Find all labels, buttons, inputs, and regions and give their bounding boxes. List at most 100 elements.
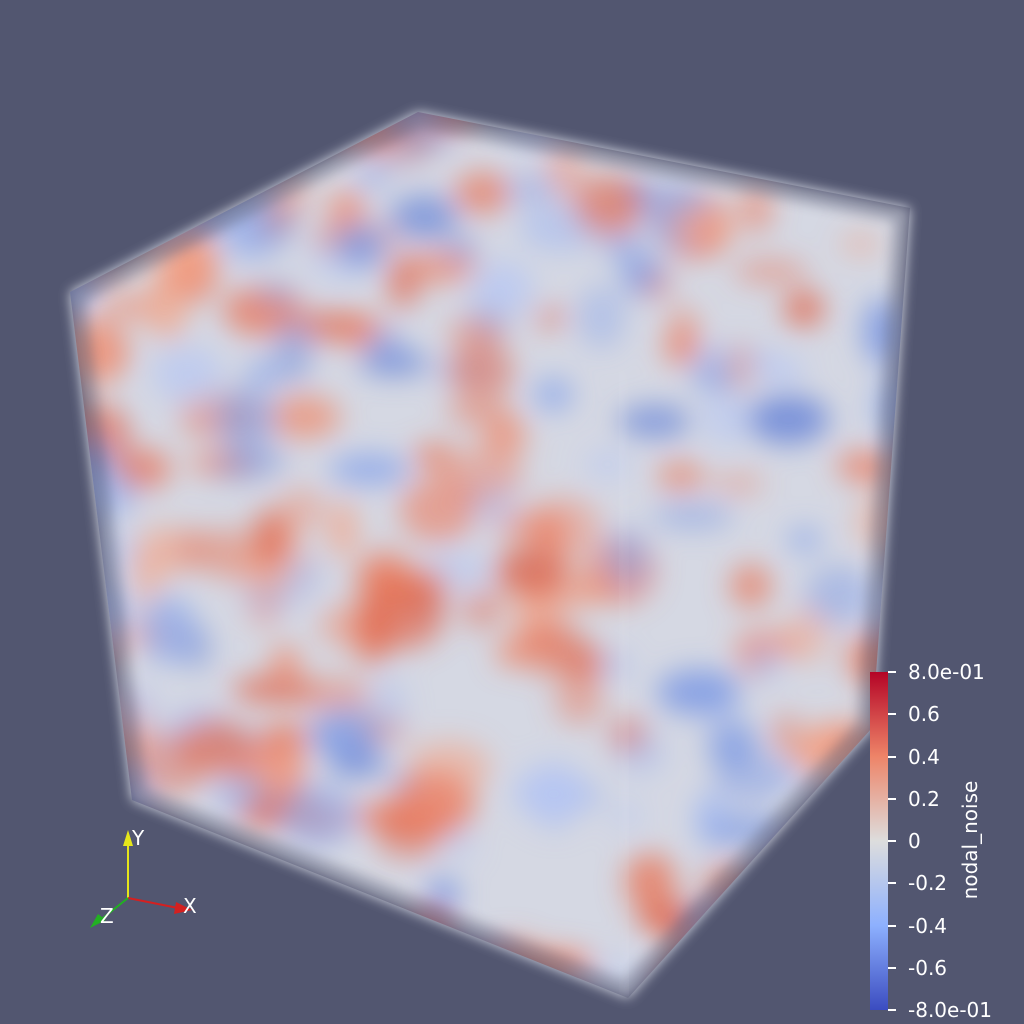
noise-blob — [70, 500, 94, 522]
noise-blob — [179, 970, 232, 998]
noise-blob — [355, 149, 424, 172]
z-axis-label: Z — [100, 904, 114, 928]
noise-blob — [268, 395, 341, 439]
noise-blob — [177, 718, 254, 775]
color-legend: 8.0e-01 0.6 0.4 0.2 0 -0.2 -0.4 -0.6 -8.0e-01 no… — [868, 662, 1024, 1020]
noise-blob — [231, 677, 316, 703]
noise-blob — [427, 876, 459, 915]
noise-blob — [355, 167, 389, 191]
noise-blob — [733, 260, 808, 283]
noise-blob — [270, 646, 301, 677]
noise-blob — [214, 387, 277, 447]
legend-tick-label: -0.4 — [908, 913, 948, 938]
noise-blob — [70, 161, 118, 229]
noise-blob — [460, 588, 504, 630]
noise-blob — [840, 234, 881, 255]
noise-blob — [288, 931, 334, 973]
noise-blob — [251, 509, 290, 569]
noise-blob — [73, 944, 104, 984]
noise-blob — [858, 112, 910, 150]
noise-blob — [717, 918, 747, 961]
legend-title: nodal_noise — [958, 780, 982, 900]
noise-blob — [356, 584, 445, 650]
noise-blob — [329, 190, 364, 231]
noise-blob — [483, 416, 527, 457]
noise-blob — [336, 223, 386, 269]
noise-blob — [605, 528, 649, 588]
noise-blob — [283, 971, 353, 998]
noise-blob — [278, 783, 357, 848]
y-axis-arrow — [123, 830, 133, 846]
noise-blob — [772, 872, 828, 922]
noise-blob — [329, 454, 410, 485]
noise-blob — [413, 444, 454, 467]
noise-blob — [506, 175, 555, 203]
noise-blob — [131, 539, 161, 606]
noise-blob — [651, 503, 734, 529]
noise-blob — [496, 639, 530, 667]
legend-tick-label: 0 — [908, 829, 921, 853]
legend-tick-label: 0.4 — [908, 744, 940, 769]
noise-blob — [725, 342, 755, 391]
noise-blob — [642, 270, 673, 300]
noise-blob — [805, 565, 872, 625]
noise-blob — [274, 318, 312, 385]
noise-blob — [782, 841, 817, 904]
legend-tick — [888, 924, 896, 927]
noise-blob — [213, 962, 270, 998]
noise-blob — [703, 971, 760, 998]
noise-blob — [712, 473, 765, 495]
noise-blob — [745, 357, 806, 383]
legend-tick-label: -0.2 — [908, 871, 948, 896]
noise-blob — [399, 476, 477, 544]
noise-blob — [236, 929, 308, 980]
noise-blob — [302, 928, 340, 981]
noise-blob — [304, 727, 378, 749]
noise-blob — [169, 528, 215, 572]
noise-blob — [391, 772, 476, 838]
noise-blob — [166, 112, 255, 143]
noise-blob — [604, 232, 643, 262]
noise-blob — [805, 115, 870, 139]
noise-blob — [181, 625, 213, 671]
noise-blob — [258, 723, 310, 752]
noise-blob — [470, 260, 534, 318]
noise-blob — [739, 184, 772, 234]
noise-blob — [454, 171, 512, 214]
noise-blob — [854, 489, 910, 554]
noise-blob — [118, 176, 150, 239]
noise-blob — [80, 139, 137, 198]
noise-blob — [207, 527, 251, 582]
noise-blob — [523, 632, 567, 676]
noise-blob — [777, 957, 840, 987]
noise-blob — [574, 175, 644, 236]
noise-blob — [844, 112, 892, 142]
noise-blob — [443, 236, 479, 260]
noise-blob — [493, 512, 565, 538]
noise-blob — [446, 344, 515, 399]
noise-blob — [298, 310, 361, 342]
noise-blob — [278, 487, 325, 531]
legend-tick — [888, 671, 896, 673]
noise-blob — [701, 388, 751, 446]
noise-blob — [447, 315, 507, 351]
noise-blob — [256, 282, 298, 305]
noise-blob — [213, 771, 272, 816]
legend-tick — [888, 755, 896, 758]
legend-tick-label: 0.2 — [908, 786, 940, 811]
noise-blob — [787, 527, 822, 552]
noise-blob — [328, 500, 358, 560]
noise-blob — [654, 963, 722, 996]
noise-blob — [389, 946, 469, 968]
legend-tick — [888, 1009, 896, 1011]
noise-blob — [618, 405, 692, 438]
legend-tick — [888, 966, 896, 969]
noise-blob — [126, 162, 181, 215]
noise-blob — [624, 853, 676, 911]
noise-blob — [359, 350, 429, 376]
noise-blob — [656, 669, 741, 716]
noise-blob — [373, 676, 405, 733]
noise-blob — [387, 255, 420, 309]
